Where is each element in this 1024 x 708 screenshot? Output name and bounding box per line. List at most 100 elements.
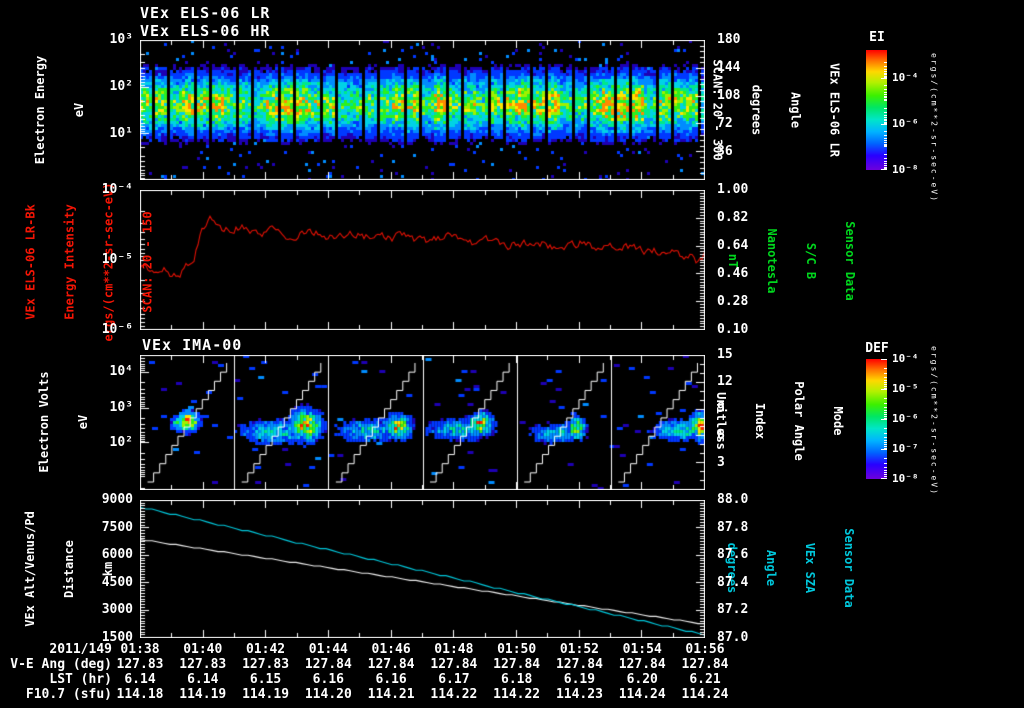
right-axis-tick-label: 0.82	[717, 210, 749, 225]
right-axis-tick-label: 12	[717, 374, 733, 389]
table-row-label: LST (hr)	[49, 672, 112, 687]
left-axis-tick-label: 6000	[101, 547, 133, 563]
els-spectrogram-plot	[140, 40, 705, 180]
table-row-value: 6.16	[375, 672, 407, 687]
colorbar-minor-tick	[884, 144, 887, 145]
colorbar-minor-tick	[884, 410, 887, 411]
colorbar-minor-tick	[884, 440, 887, 441]
table-row-value: 127.84	[681, 657, 729, 672]
table-row-value: 127.83	[179, 657, 227, 672]
colorbar-major-tick	[881, 419, 887, 420]
axis-caption-line: eV	[72, 102, 86, 118]
colorbar-major-tick	[881, 449, 887, 450]
colorbar-minor-tick	[884, 108, 887, 109]
energy-intensity-line-plot	[140, 190, 705, 330]
colorbar-minor-tick	[884, 414, 887, 415]
left-axis-tick-label: 1500	[101, 630, 133, 645]
colorbar-minor-tick	[884, 398, 887, 399]
colorbar-minor-tick	[884, 377, 887, 378]
left-axis-tick-label: 10³	[109, 400, 133, 416]
colorbar-minor-tick	[884, 119, 887, 120]
ima-spectrogram-plot	[140, 355, 705, 490]
colorbar-minor-tick	[884, 380, 887, 381]
colorbar-minor-tick	[884, 428, 887, 429]
axis-caption-line: degrees	[725, 542, 739, 594]
panel3-title-ima: VEx IMA-00	[142, 336, 243, 354]
right-axis-tick-label: 180	[717, 32, 741, 47]
table-row-value: 127.84	[367, 657, 415, 672]
colorbar-tick-label: 10⁻⁴	[892, 70, 919, 84]
axis-caption-line: Nanotesla	[765, 228, 779, 294]
colorbar-minor-tick	[884, 165, 887, 166]
right-axis-tick-label: 87.4	[717, 574, 749, 590]
right-axis-tick-label: 0.10	[717, 322, 749, 337]
table-row-value: 6.21	[689, 672, 721, 687]
table-row-value: 127.84	[493, 657, 541, 672]
time-tick-label: 01:54	[622, 642, 662, 657]
colorbar-def-title: DEF	[865, 341, 889, 356]
table-row-value: 114.19	[242, 687, 290, 702]
colorbar-minor-tick	[884, 140, 887, 141]
colorbar-minor-tick	[884, 373, 887, 374]
colorbar-major-tick	[881, 124, 887, 125]
colorbar-minor-tick	[884, 444, 887, 445]
colorbar-major-tick	[881, 78, 887, 79]
colorbar-minor-tick	[884, 467, 887, 468]
axis-caption-line: SCAN: 20 - 150	[140, 211, 155, 313]
colorbar-tick-label: 10⁻⁵	[892, 382, 919, 395]
table-row-value: 127.83	[242, 657, 290, 672]
axis-caption-line: Mode	[831, 406, 845, 436]
colorbar-minor-tick	[884, 89, 887, 90]
table-row-value: 127.83	[116, 657, 164, 672]
time-tick-label: 01:40	[183, 642, 223, 657]
time-tick-label: 01:56	[685, 642, 725, 657]
colorbar-minor-tick	[884, 158, 887, 159]
colorbar-minor-tick	[884, 120, 887, 121]
table-row-value: 114.24	[681, 687, 729, 702]
table-row-value: 114.22	[493, 687, 541, 702]
colorbar-minor-tick	[884, 478, 887, 479]
left-axis-tick-label: 10²	[109, 435, 133, 451]
time-tick-label: 01:44	[308, 642, 348, 657]
table-row-value: 6.14	[187, 672, 219, 687]
colorbar-minor-tick	[884, 472, 887, 473]
table-row-value: 6.14	[124, 672, 156, 687]
colorbar-minor-tick	[884, 403, 887, 404]
right-axis-tick-label: 72	[717, 116, 733, 131]
right-axis-tick-label: 0.28	[717, 294, 749, 309]
colorbar-minor-tick	[884, 77, 887, 78]
table-row-value: 6.19	[563, 672, 596, 687]
axis-caption-line: S/C B	[804, 242, 818, 280]
axis-caption-line: VEx Alt/Venus/Pd	[23, 511, 37, 627]
time-tick-label: 01:48	[434, 642, 474, 657]
right-axis-tick-label: 0.46	[717, 266, 749, 281]
colorbar-minor-tick	[884, 92, 887, 93]
colorbar-minor-tick	[884, 407, 887, 408]
colorbar-ei-unit: ergs/(cm**2-sr-sec-eV)	[929, 53, 939, 203]
colorbar-minor-tick	[884, 115, 887, 116]
date-label: 2011/149	[49, 642, 112, 657]
colorbar-tick-label: 10⁻⁸	[892, 472, 919, 485]
right-axis-tick-label: 6	[717, 428, 725, 443]
colorbar-ei-gradient	[866, 50, 887, 170]
colorbar-minor-tick	[884, 71, 887, 72]
table-row-value: 127.84	[430, 657, 478, 672]
colorbar-minor-tick	[884, 382, 887, 383]
table-row-value: 114.19	[179, 687, 227, 702]
colorbar-minor-tick	[884, 167, 887, 168]
colorbar-minor-tick	[884, 117, 887, 118]
axis-caption-line: Index	[753, 402, 767, 440]
axis-caption-line: Sensor Data	[843, 221, 857, 301]
colorbar-minor-tick	[884, 131, 887, 132]
colorbar-minor-tick	[884, 474, 887, 475]
axis-caption-line: nT	[726, 253, 740, 269]
left-axis-tick-label: 10¹	[109, 125, 133, 141]
axis-caption-line: eV	[76, 414, 90, 430]
axis-caption-line: Polar Angle	[792, 381, 806, 461]
table-row-value: 127.84	[618, 657, 666, 672]
time-tick-label: 01:46	[371, 642, 411, 657]
left-axis-tick-label: 7500	[101, 519, 133, 535]
axis-caption-line: Electron Energy	[33, 55, 47, 165]
colorbar-minor-tick	[884, 99, 887, 100]
